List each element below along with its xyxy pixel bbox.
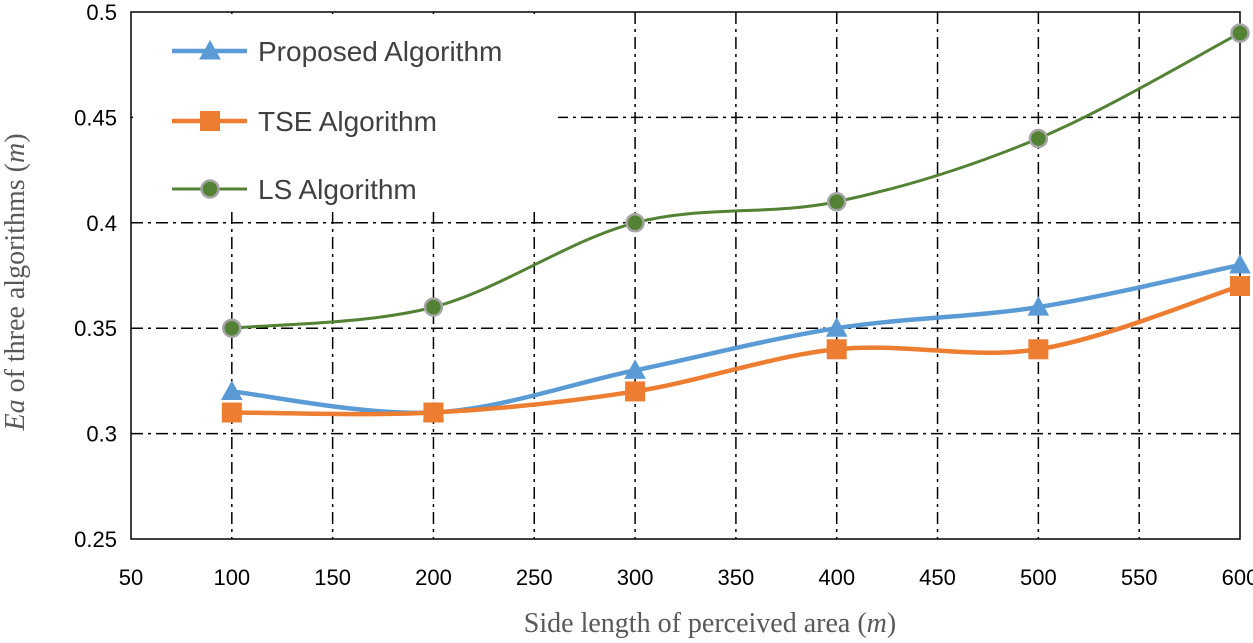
series-ls-algorithm xyxy=(222,23,1250,338)
ls-algorithm-point xyxy=(625,213,645,233)
proposed-algorithm-point xyxy=(1229,253,1251,274)
y-tick-label: 0.3 xyxy=(86,422,117,447)
x-tick-label: 300 xyxy=(617,565,654,590)
ls-algorithm-point xyxy=(1230,23,1250,43)
x-tick-label: 350 xyxy=(718,565,755,590)
legend: Proposed Algorithm TSE Algorithm LS Algori… xyxy=(172,36,502,205)
x-axis-unit: m xyxy=(867,608,887,639)
proposed-algorithm-point xyxy=(220,380,243,400)
x-tick-label: 500 xyxy=(1020,565,1057,590)
tse-algorithm-point xyxy=(423,402,444,423)
x-axis-title: Side length of perceived area (m) xyxy=(524,608,896,639)
ls-algorithm-point xyxy=(826,191,847,212)
legend-marker xyxy=(200,179,220,199)
proposed-algorithm-point xyxy=(825,317,848,337)
y-axis-title: Ea of three algorithms (m) xyxy=(0,133,31,431)
y-axis-unit: m xyxy=(0,143,31,163)
x-tick-label: 150 xyxy=(314,565,351,590)
legend-entry-tse-algorithm: TSE Algorithm xyxy=(172,106,437,137)
x-tick-label: 100 xyxy=(213,565,250,590)
x-tick-label: 250 xyxy=(516,565,553,590)
ls-algorithm-line xyxy=(231,31,1241,330)
x-tick-label: 50 xyxy=(119,565,143,590)
proposed-algorithm-point xyxy=(1027,296,1050,316)
x-axis-tick-labels: 50 100 150 200 250 300 350 400 450 500 550 600 xyxy=(119,565,1253,590)
y-axis-tick-labels: 0.25 0.3 0.35 0.4 0.45 0.5 xyxy=(74,0,117,552)
y-tick-label: 0.45 xyxy=(74,105,117,130)
grid-lines xyxy=(131,12,1240,539)
legend-entry-ls-algorithm: LS Algorithm xyxy=(172,174,417,205)
tse-algorithm-point xyxy=(221,402,242,423)
tse-algorithm-line xyxy=(231,283,1241,417)
x-tick-label: 400 xyxy=(818,565,855,590)
series-tse-algorithm xyxy=(221,276,1250,423)
tse-algorithm-point xyxy=(826,339,847,360)
y-tick-label: 0.35 xyxy=(74,316,117,341)
series-layer xyxy=(220,23,1251,423)
y-axis-variable: Ea xyxy=(0,399,31,431)
x-tick-label: 550 xyxy=(1121,565,1158,590)
y-tick-label: 0.4 xyxy=(86,211,117,236)
legend-entry-proposed-algorithm: Proposed Algorithm xyxy=(172,36,502,67)
legend-label: Proposed Algorithm xyxy=(258,36,502,67)
tse-algorithm-point xyxy=(1028,339,1049,360)
x-tick-label: 450 xyxy=(919,565,956,590)
proposed-algorithm-point xyxy=(624,359,646,379)
y-tick-label: 0.5 xyxy=(86,0,117,25)
legend-marker xyxy=(199,39,221,60)
ls-algorithm-point xyxy=(1028,128,1049,149)
ls-algorithm-point xyxy=(423,297,444,317)
legend-label: TSE Algorithm xyxy=(258,106,437,137)
legend-label: LS Algorithm xyxy=(258,174,417,205)
x-tick-label: 600 xyxy=(1222,565,1253,590)
x-tick-label: 200 xyxy=(415,565,452,590)
ls-algorithm-point xyxy=(222,318,242,338)
tse-algorithm-point xyxy=(1230,276,1250,297)
legend-marker xyxy=(200,111,220,131)
plot-area-frame xyxy=(130,11,1241,540)
tse-algorithm-point xyxy=(625,381,646,402)
y-tick-label: 0.25 xyxy=(74,527,117,552)
